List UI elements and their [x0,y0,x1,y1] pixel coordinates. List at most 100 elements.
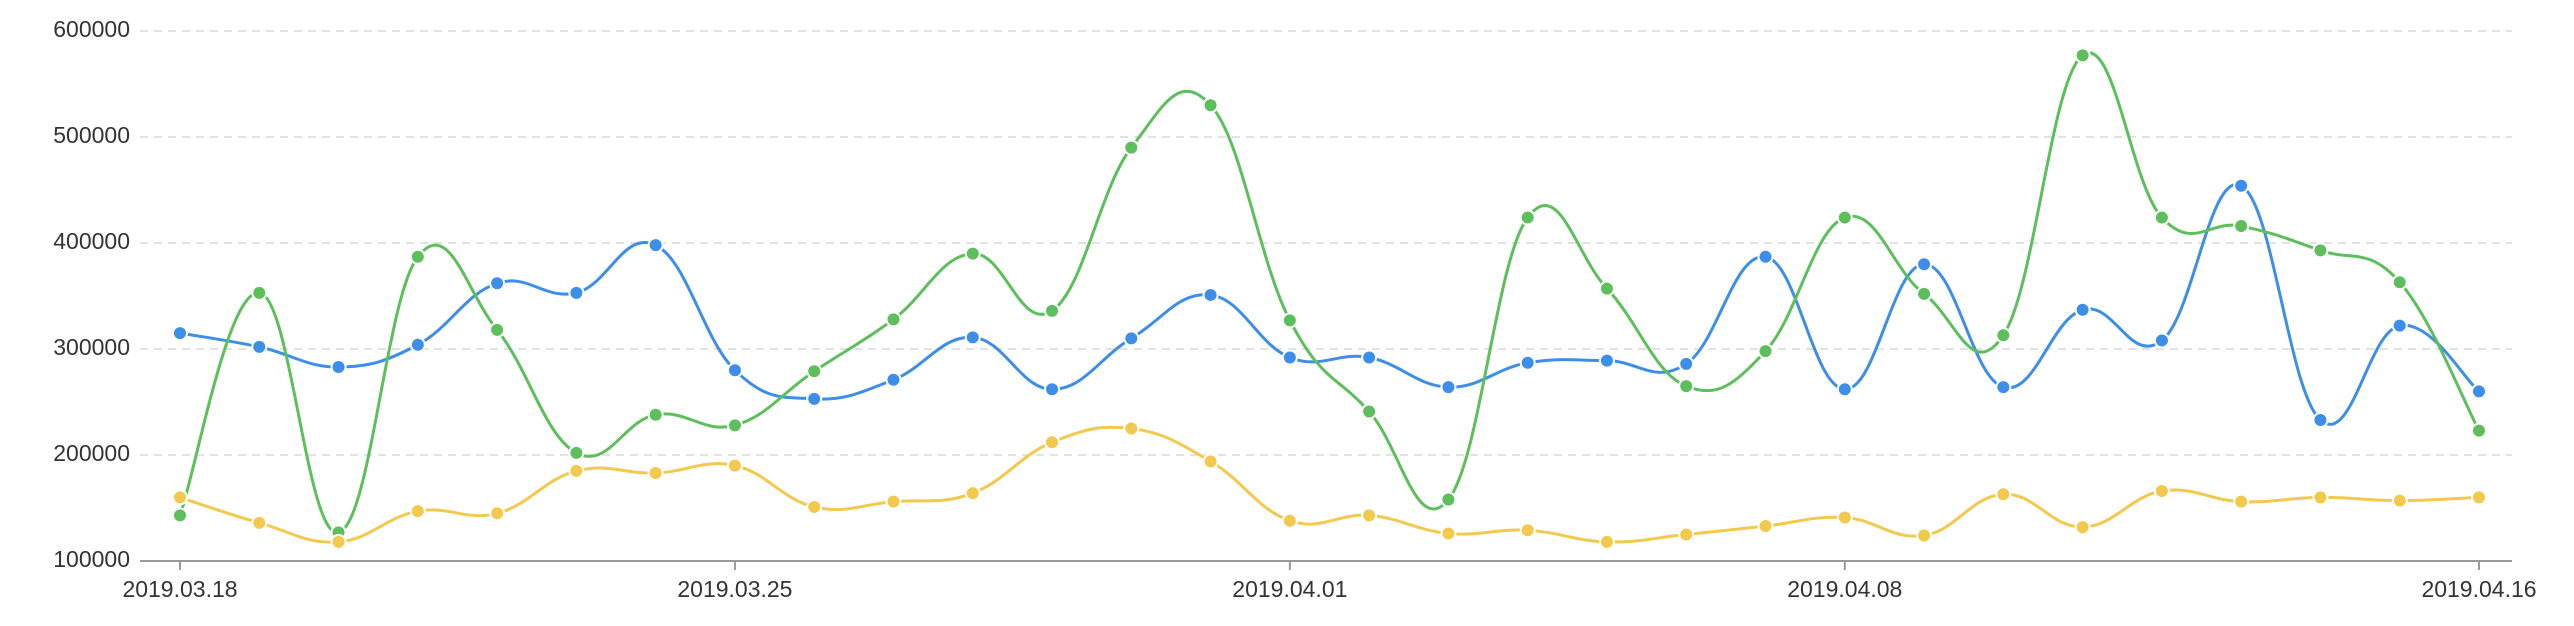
x-tick-label: 2019.04.01 [1232,576,1347,602]
data-point [2074,47,2091,64]
series-line [179,183,2481,426]
data-point [251,284,268,301]
x-tick-label: 2019.03.18 [122,576,237,602]
data-point [2312,412,2329,429]
data-point [1440,491,1457,508]
data-point [885,493,902,510]
data-point [726,362,743,379]
data-point [409,503,426,520]
data-point [885,371,902,388]
data-point [1440,379,1457,396]
data-point [1361,349,1378,366]
data-point [1916,285,1933,302]
data-point [1916,527,1933,544]
data-point [1202,453,1219,470]
data-point [2312,489,2329,506]
data-point [1757,248,1774,265]
data-point [1916,256,1933,273]
data-point [1678,526,1695,543]
data-point [1044,302,1061,319]
y-tick-label: 200000 [53,440,130,466]
data-point [2471,383,2487,400]
data-point [1519,209,1536,226]
data-point [647,406,664,423]
data-point [1281,312,1298,329]
data-point [1757,518,1774,535]
data-point [2153,332,2170,349]
y-tick-label: 500000 [53,122,130,148]
data-point [568,462,585,479]
data-point [330,359,347,376]
data-point [1757,343,1774,360]
data-point [251,514,268,531]
data-point [1519,522,1536,539]
data-point [1995,486,2012,503]
data-point [2471,489,2487,506]
data-point [1678,378,1695,395]
data-point [2233,177,2250,194]
series-line [179,425,2480,544]
x-tick-label: 2019.04.08 [1787,576,1902,602]
data-point [1598,280,1615,297]
series-line [178,51,2481,534]
data-point [489,275,506,292]
data-point [489,321,506,338]
data-point [2312,242,2329,259]
data-point [964,245,981,262]
data-point [1995,379,2012,396]
data-point [1361,507,1378,524]
data-point [1678,355,1695,372]
data-point [568,444,585,461]
data-point [1440,525,1457,542]
data-point [2233,493,2250,510]
data-point [172,325,188,342]
data-point [330,533,347,550]
data-point [1995,327,2012,344]
x-tick-label: 2019.03.25 [677,576,792,602]
data-point [2391,274,2408,291]
data-point [1202,286,1219,303]
data-point [2074,301,2091,318]
y-tick-label: 600000 [53,16,130,42]
data-point [1836,209,1853,226]
data-point [1519,354,1536,371]
data-point [568,284,585,301]
data-point [885,311,902,328]
data-point [409,336,426,353]
data-point [2233,218,2250,235]
data-point [2153,209,2170,226]
data-point [1202,97,1219,114]
data-point [1281,349,1298,366]
data-point [2074,519,2091,536]
data-point [1361,403,1378,420]
data-point [647,465,664,482]
y-tick-label: 400000 [53,228,130,254]
data-point [806,390,823,407]
data-point [726,457,743,474]
data-point [806,498,823,515]
data-point [172,489,188,506]
data-point [1598,352,1615,369]
data-point [2391,492,2408,509]
data-point [2471,422,2487,439]
y-tick-label: 300000 [53,334,130,360]
data-point [2391,317,2408,334]
data-point [1044,381,1061,398]
data-point [1044,434,1061,451]
data-point [489,505,506,522]
data-point [251,338,268,355]
y-tick-label: 100000 [53,546,130,572]
data-point [647,237,664,254]
data-point [964,329,981,346]
data-point [1598,533,1615,550]
data-point [1281,512,1298,529]
data-point [2153,483,2170,500]
data-point [726,417,743,434]
x-tick-label: 2019.04.16 [2421,576,2536,602]
data-point [1123,139,1140,156]
data-point [806,363,823,380]
data-point [172,507,188,524]
data-point [1836,509,1853,526]
data-point [1123,420,1140,437]
